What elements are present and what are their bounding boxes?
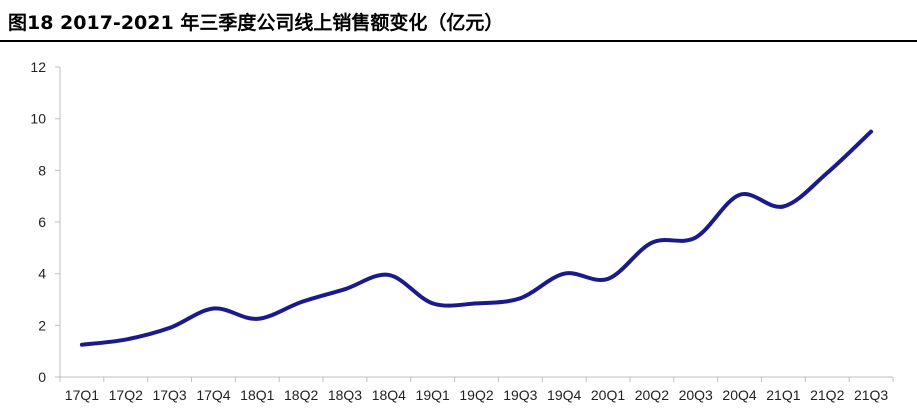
data-point bbox=[168, 326, 172, 330]
data-point bbox=[781, 205, 785, 209]
x-tick-label: 20Q3 bbox=[679, 387, 713, 403]
x-tick-label: 17Q3 bbox=[152, 387, 186, 403]
x-tick-label: 20Q2 bbox=[635, 387, 669, 403]
x-tick-label: 19Q3 bbox=[503, 387, 537, 403]
data-point bbox=[431, 301, 435, 305]
x-axis: 17Q1 17Q2 17Q3 17Q4 18Q1 18Q2 18Q3 18Q4 19Q1 19Q2… bbox=[59, 376, 894, 403]
data-point bbox=[343, 287, 347, 291]
data-point bbox=[606, 277, 610, 281]
x-tick-label: 21Q1 bbox=[766, 387, 800, 403]
data-point bbox=[869, 130, 873, 134]
data-point bbox=[825, 171, 829, 175]
x-tick-label: 20Q4 bbox=[722, 387, 756, 403]
x-tick-label: 19Q1 bbox=[416, 387, 450, 403]
data-point bbox=[124, 338, 128, 342]
x-tick-label: 18Q3 bbox=[328, 387, 362, 403]
series-group bbox=[79, 129, 874, 347]
y-axis: 0 2 4 6 8 10 12 bbox=[30, 59, 61, 385]
x-tick-label: 18Q1 bbox=[240, 387, 274, 403]
data-point bbox=[211, 307, 215, 311]
x-tick-label: 21Q3 bbox=[854, 387, 888, 403]
y-tick-label: 12 bbox=[30, 59, 46, 75]
data-point bbox=[518, 296, 522, 300]
x-tick-label: 18Q2 bbox=[284, 387, 318, 403]
data-point bbox=[738, 193, 742, 197]
data-point bbox=[475, 301, 479, 305]
x-tick-label: 19Q4 bbox=[547, 387, 581, 403]
data-point bbox=[562, 272, 566, 276]
y-tick-label: 2 bbox=[38, 317, 46, 333]
y-tick-label: 8 bbox=[38, 162, 46, 178]
data-point bbox=[650, 241, 654, 245]
y-tick-label: 10 bbox=[30, 111, 46, 127]
x-tick-label: 17Q1 bbox=[65, 387, 99, 403]
data-point bbox=[255, 317, 259, 321]
y-tick-label: 0 bbox=[38, 369, 46, 385]
series-line bbox=[79, 129, 874, 347]
y-tick-label: 4 bbox=[38, 266, 46, 282]
data-point bbox=[80, 343, 84, 347]
x-tick-label: 17Q2 bbox=[109, 387, 143, 403]
y-tick-label: 6 bbox=[38, 214, 46, 230]
title-bar: 图18 2017-2021 年三季度公司线上销售额变化（亿元） bbox=[0, 0, 917, 42]
chart-title: 图18 2017-2021 年三季度公司线上销售额变化（亿元） bbox=[8, 12, 504, 34]
x-tick-label: 19Q2 bbox=[459, 387, 493, 403]
x-tick-label: 17Q4 bbox=[196, 387, 230, 403]
x-tick-label: 21Q2 bbox=[810, 387, 844, 403]
data-point bbox=[387, 273, 391, 277]
x-tick-label: 18Q4 bbox=[372, 387, 406, 403]
data-point bbox=[694, 236, 698, 240]
x-tick-label: 20Q1 bbox=[591, 387, 625, 403]
data-point bbox=[299, 300, 303, 304]
